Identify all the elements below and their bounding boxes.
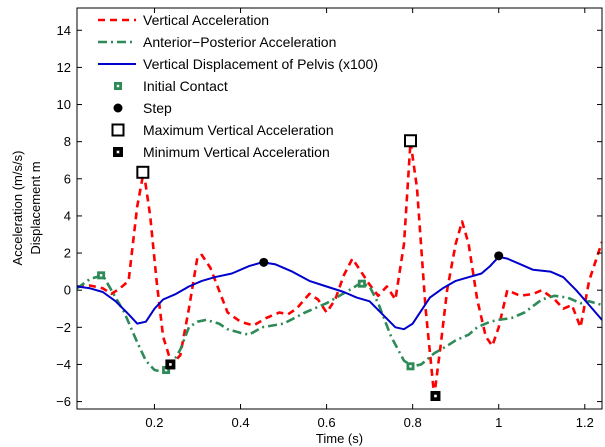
y-tick-label: 6	[64, 171, 71, 186]
x-axis-label: Time (s)	[316, 431, 363, 446]
y-tick-label: −6	[56, 394, 71, 409]
series-line-anterior-posterior-acceleration	[77, 274, 602, 374]
marker-step-2	[494, 251, 504, 261]
y-tick-label: −2	[56, 320, 71, 335]
x-tick-label: 0.2	[145, 415, 163, 430]
x-tick-label: 0.4	[231, 415, 249, 430]
legend-label: Maximum Vertical Acceleration	[143, 122, 334, 138]
legend-entry-anterior-posterior-acceleration: Anterior−Posterior Acceleration	[98, 34, 336, 50]
y-axis-label-line1: Acceleration (m/s/s)	[10, 151, 25, 266]
y-tick-label: 4	[64, 208, 71, 223]
y-tick-label: 0	[64, 283, 71, 298]
legend-swatch	[113, 147, 123, 157]
marker-initial-contact-1	[97, 271, 106, 280]
legend-label: Anterior−Posterior Acceleration	[143, 34, 336, 50]
y-tick-label: 12	[57, 60, 71, 75]
legend-label: Vertical Acceleration	[143, 12, 269, 28]
legend-label: Step	[143, 100, 172, 116]
marker-step-1	[259, 257, 269, 267]
legend-entry-step: Step	[113, 100, 172, 116]
x-tick-label: 0.8	[404, 415, 422, 430]
x-tick-label: 0.6	[318, 415, 336, 430]
y-axis-label-line2: Displacement m	[28, 161, 43, 254]
legend-swatch	[111, 123, 125, 137]
series-line-vertical-acceleration	[77, 140, 602, 398]
legend-entry-vertical-displacement-of-pelvis-x100: Vertical Displacement of Pelvis (x100)	[98, 56, 378, 72]
y-tick-label: 2	[64, 246, 71, 261]
legend-label: Minimum Vertical Acceleration	[143, 144, 330, 160]
x-tick-label: 1	[495, 415, 502, 430]
x-tick-label: 1.2	[576, 415, 594, 430]
legend-label: Initial Contact	[143, 78, 228, 94]
marker-minimum-vertical-acceleration-1	[165, 359, 176, 370]
series-line-vertical-displacement-of-pelvis-x100	[77, 255, 602, 331]
legend-label: Vertical Displacement of Pelvis (x100)	[143, 56, 378, 72]
legend-entry-vertical-acceleration: Vertical Acceleration	[98, 12, 269, 28]
marker-initial-contact-3	[357, 279, 366, 288]
y-tick-label: 8	[64, 134, 71, 149]
marker-maximum-vertical-acceleration-1	[136, 165, 150, 179]
y-tick-label: 10	[57, 97, 71, 112]
plot-area-frame	[76, 7, 603, 410]
legend-entry-initial-contact: Initial Contact	[114, 78, 228, 94]
y-tick-label: 14	[57, 23, 71, 38]
legend-entry-maximum-vertical-acceleration: Maximum Vertical Acceleration	[111, 122, 334, 138]
marker-initial-contact-4	[406, 362, 415, 371]
marker-initial-contact-2	[162, 366, 171, 375]
legend-swatch	[114, 82, 122, 90]
legend-entry-minimum-vertical-acceleration: Minimum Vertical Acceleration	[113, 144, 330, 160]
marker-minimum-vertical-acceleration-2	[430, 391, 441, 402]
marker-maximum-vertical-acceleration-2	[404, 134, 418, 148]
legend-swatch	[113, 103, 123, 113]
y-tick-label: −4	[56, 357, 71, 372]
